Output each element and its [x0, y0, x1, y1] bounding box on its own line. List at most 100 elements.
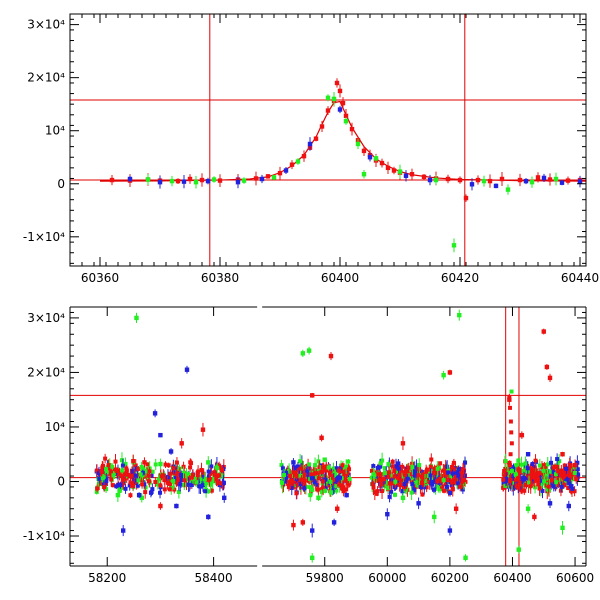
data-point — [280, 480, 285, 485]
data-point — [218, 481, 223, 486]
data-point — [284, 475, 289, 480]
data-point — [337, 482, 342, 487]
data-point — [560, 452, 565, 457]
data-point — [445, 176, 451, 182]
data-point — [200, 482, 205, 487]
data-point — [336, 468, 341, 473]
data-point — [344, 472, 349, 477]
data-point — [547, 501, 553, 506]
data-point — [271, 175, 277, 180]
data-point — [517, 482, 522, 487]
x-tick-label: 60440 — [561, 271, 599, 285]
data-point — [577, 179, 583, 184]
data-point — [259, 176, 265, 182]
data-point — [545, 462, 550, 467]
data-point — [204, 481, 209, 486]
data-point — [555, 464, 560, 469]
data-point — [150, 469, 155, 474]
data-point — [300, 520, 306, 525]
data-point — [559, 180, 565, 185]
data-point — [379, 160, 385, 166]
data-point — [449, 465, 454, 470]
data-point — [409, 490, 414, 495]
data-point — [315, 469, 320, 474]
data-point — [131, 458, 136, 463]
data-point — [338, 475, 343, 480]
data-point — [457, 312, 462, 318]
data-point — [139, 495, 145, 501]
x-tick-label: 60200 — [431, 571, 469, 585]
data-point — [97, 476, 102, 481]
data-point — [286, 485, 291, 490]
top-panel-zoomed-light-curve: 60360 60380 60400 60420 60440 -1×10⁴ 0 10⁴ 2×10⁴… — [23, 13, 599, 285]
data-point — [163, 462, 168, 467]
data-point — [513, 472, 518, 477]
data-point — [385, 512, 390, 517]
data-point — [138, 472, 143, 477]
data-point — [456, 473, 461, 478]
data-point — [421, 174, 427, 180]
data-point — [120, 528, 126, 533]
data-point — [521, 469, 526, 474]
data-point — [337, 107, 343, 112]
data-point — [516, 458, 521, 463]
data-point — [576, 472, 581, 477]
data-point — [566, 503, 571, 509]
data-point — [113, 467, 118, 472]
data-point — [481, 178, 487, 184]
data-point — [119, 458, 124, 463]
data-point — [503, 483, 508, 488]
data-point — [331, 466, 336, 471]
data-point — [166, 463, 171, 468]
data-point — [387, 494, 392, 499]
data-point — [441, 372, 446, 378]
data-point — [313, 136, 319, 141]
data-point — [320, 479, 325, 484]
data-point — [304, 470, 309, 475]
data-point — [424, 469, 429, 474]
data-point — [451, 460, 456, 465]
data-point — [433, 468, 438, 473]
data-point — [340, 486, 345, 491]
data-point — [438, 487, 443, 492]
data-point — [136, 492, 142, 498]
data-point — [543, 465, 548, 470]
data-point — [395, 470, 400, 475]
data-point — [211, 177, 217, 182]
data-point — [196, 469, 201, 474]
data-point — [184, 482, 189, 487]
data-point — [203, 483, 208, 488]
data-point — [572, 462, 578, 468]
data-point — [385, 165, 391, 171]
data-point — [386, 470, 391, 475]
data-point — [104, 487, 109, 492]
data-point — [391, 168, 397, 173]
data-point — [294, 491, 299, 496]
data-point — [309, 476, 314, 481]
data-point — [136, 466, 141, 471]
data-point — [565, 477, 570, 482]
data-point — [373, 156, 379, 161]
data-point — [295, 482, 300, 487]
data-point — [553, 176, 559, 182]
data-point — [444, 484, 449, 489]
data-point — [178, 482, 183, 487]
data-point — [387, 481, 392, 486]
data-point — [475, 177, 481, 183]
data-point — [416, 473, 421, 478]
data-point — [568, 473, 573, 478]
data-point — [340, 100, 346, 106]
data-point — [395, 476, 400, 481]
data-point — [325, 478, 330, 483]
data-point — [565, 470, 570, 475]
data-point — [343, 113, 349, 119]
y-tick-label: -1×10⁴ — [23, 529, 65, 543]
data-point — [371, 485, 376, 490]
data-point — [378, 482, 383, 487]
data-point — [118, 483, 123, 488]
data-point — [113, 459, 118, 464]
bottom-panel-full-light-curve: 58200 58400 59800 60000 60200 60400 60600 -1×10… — [23, 305, 594, 585]
data-point — [416, 501, 421, 506]
data-point — [310, 487, 315, 492]
data-point — [526, 483, 531, 488]
